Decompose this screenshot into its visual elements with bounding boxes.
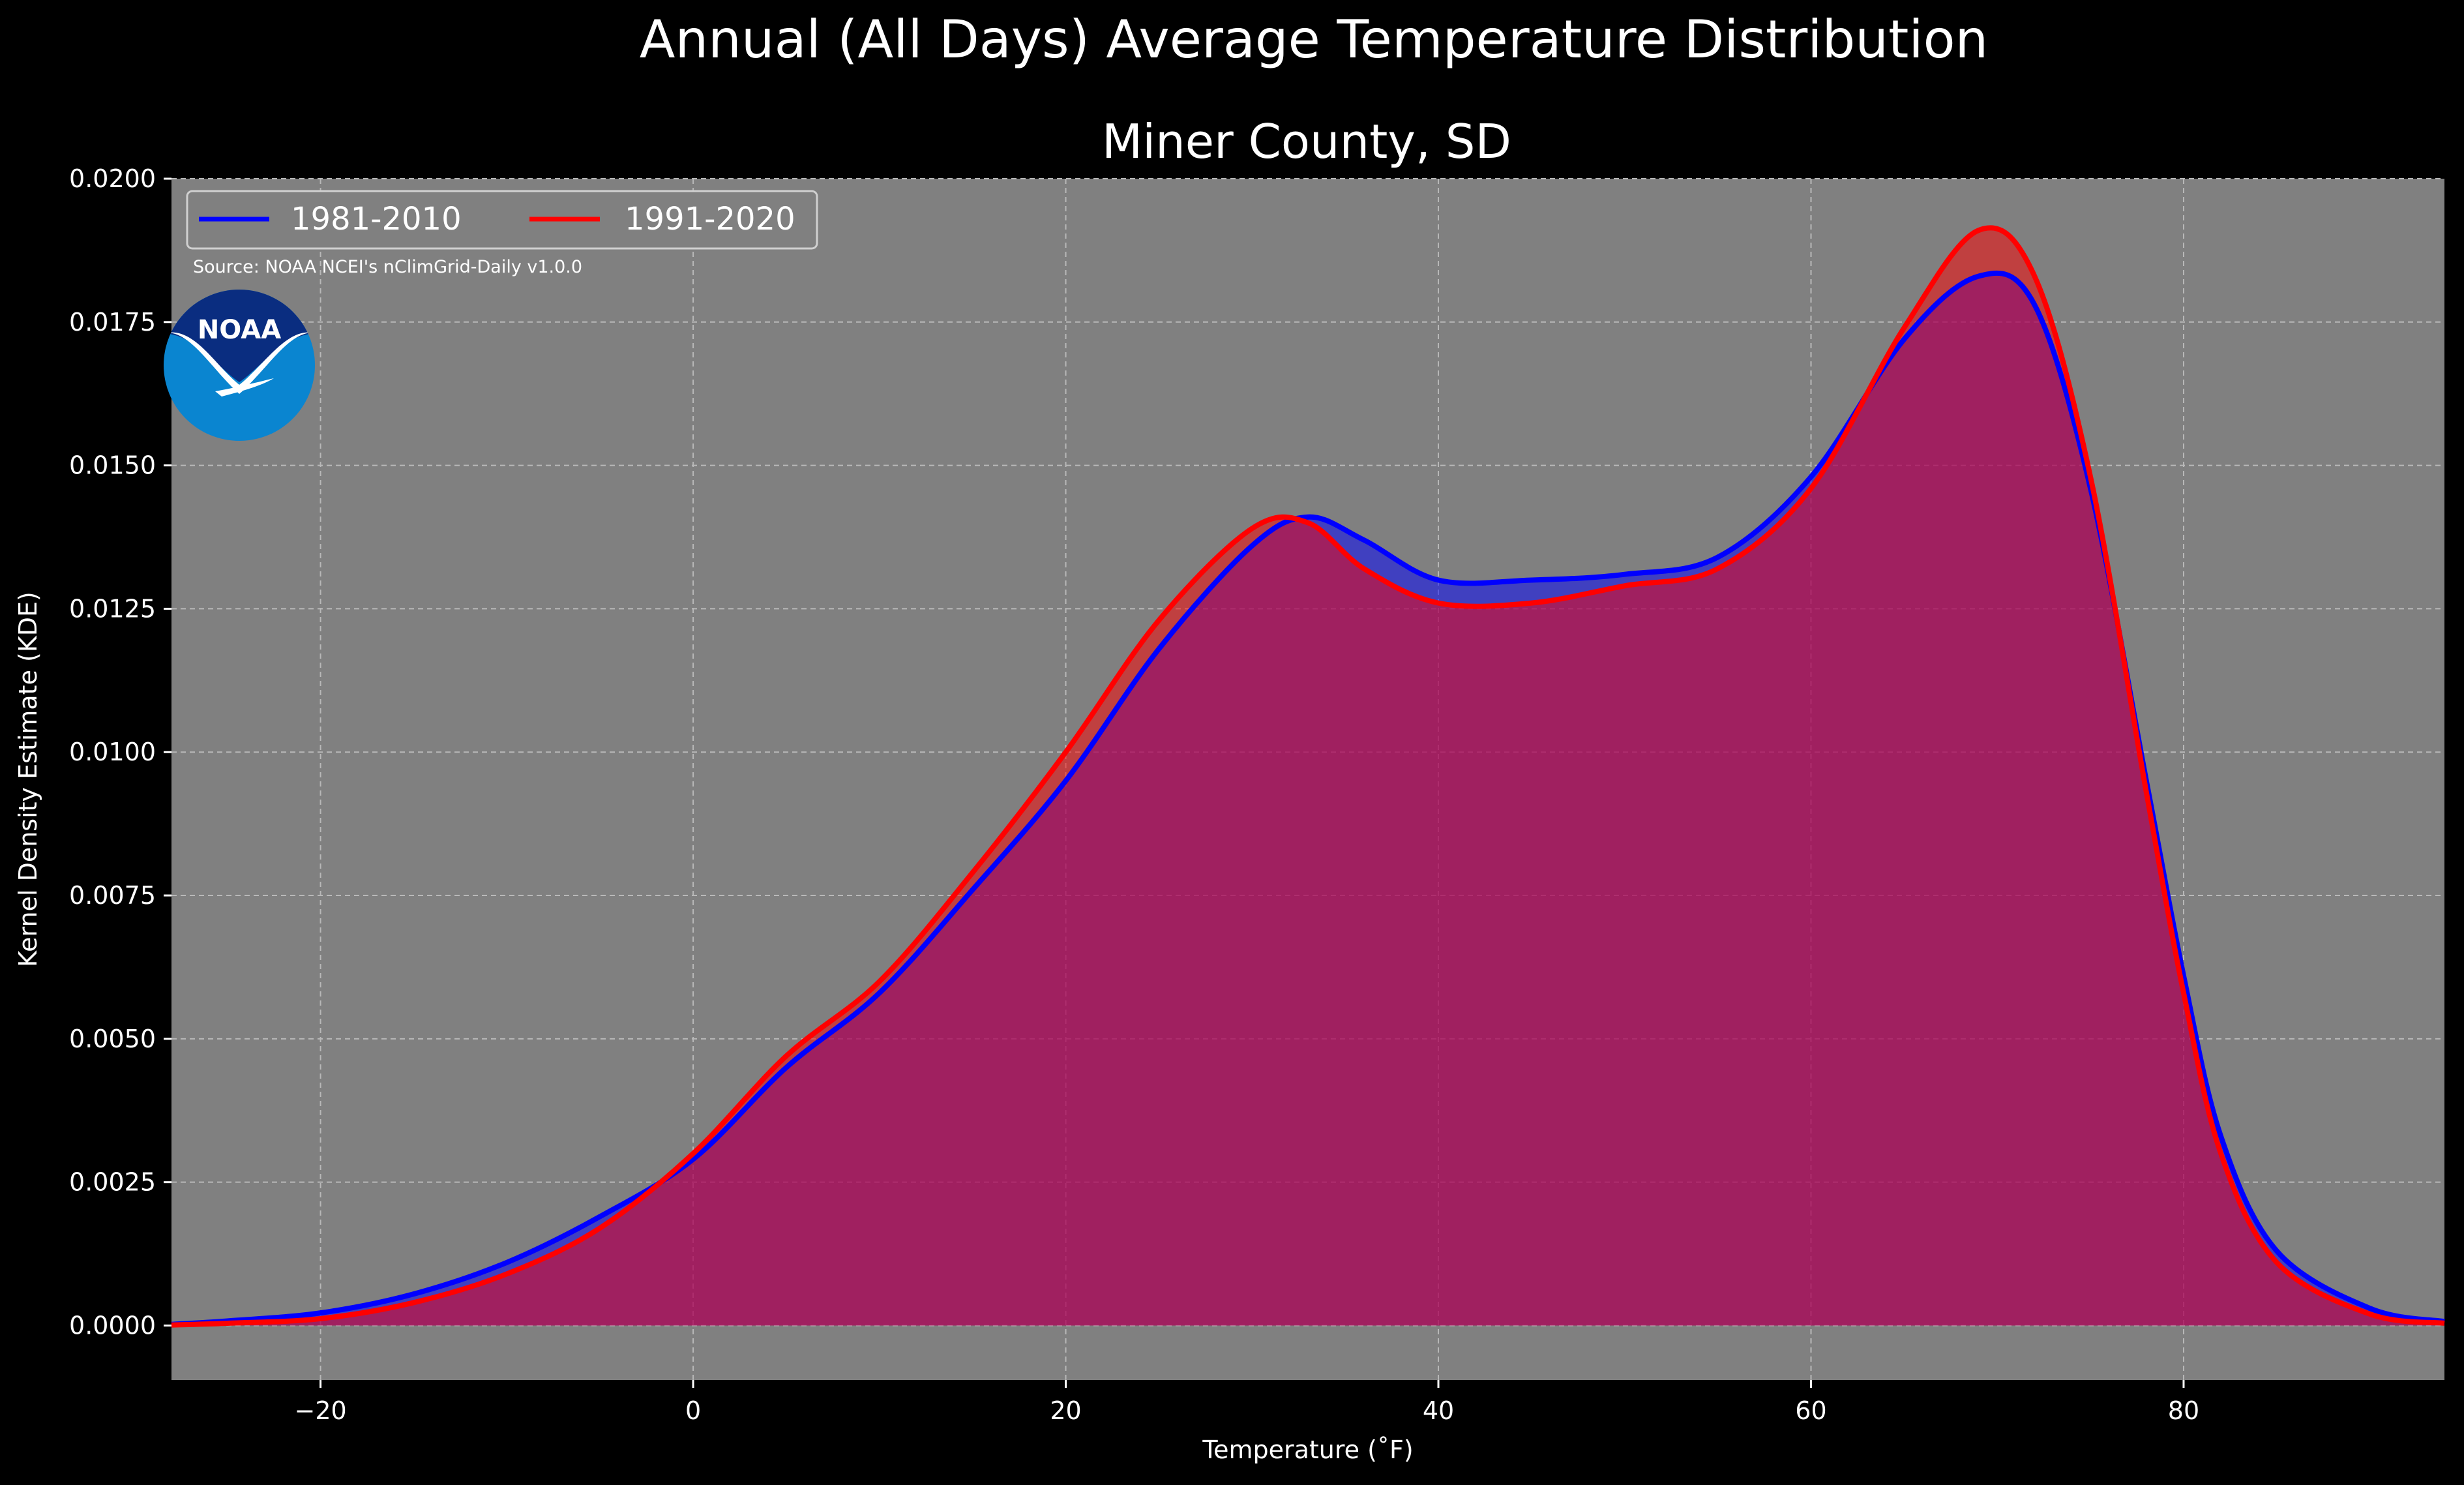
x-tick-label: 60 — [1795, 1396, 1826, 1425]
y-tick-label: 0.0050 — [69, 1025, 156, 1053]
y-tick-label: 0.0150 — [69, 451, 156, 480]
figure-suptitle: Annual (All Days) Average Temperature Di… — [640, 9, 1988, 70]
noaa-logo: NOAA — [164, 290, 315, 441]
y-tick-label: 0.0075 — [69, 881, 156, 910]
density-line-1991-2020 — [171, 225, 2445, 1328]
noaa-logo-text: NOAA — [198, 315, 281, 345]
source-note: Source: NOAA NCEI's nClimGrid-Daily v1.0… — [193, 257, 582, 277]
chart-title: Miner County, SD — [1102, 114, 1511, 169]
x-tick-label: 80 — [2168, 1396, 2199, 1425]
y-tick-label: 0.0100 — [69, 738, 156, 766]
legend: 1981-2010 1991-2020 — [186, 190, 818, 250]
area-fill-1991-2020 — [171, 228, 2444, 1326]
axes: −20 0 20 40 60 80 0.0000 0.0025 0.0050 0.0075 0.01… — [69, 164, 2199, 1425]
x-axis-label: Temperature (˚F) — [1202, 1435, 1413, 1464]
density-lines — [171, 225, 2445, 1328]
y-tick-label: 0.0125 — [69, 594, 156, 623]
y-axis-label: Kernel Density Estimate (KDE) — [14, 592, 42, 967]
legend-frame — [186, 190, 818, 250]
y-tick-label: 0.0200 — [69, 164, 156, 193]
legend-label-1991-2020: 1991-2020 — [625, 201, 795, 237]
y-tick-label: 0.0025 — [69, 1168, 156, 1197]
density-line-1981-2010 — [171, 270, 2445, 1327]
density-fills — [171, 228, 2444, 1326]
y-tick-label: 0.0000 — [69, 1311, 156, 1340]
x-tick-label: −20 — [294, 1396, 346, 1425]
x-tick-label: 0 — [685, 1396, 701, 1425]
x-tick-label: 40 — [1423, 1396, 1454, 1425]
y-tick-label: 0.0175 — [69, 308, 156, 337]
legend-label-1981-2010: 1981-2010 — [291, 201, 462, 237]
x-tick-label: 20 — [1050, 1396, 1081, 1425]
